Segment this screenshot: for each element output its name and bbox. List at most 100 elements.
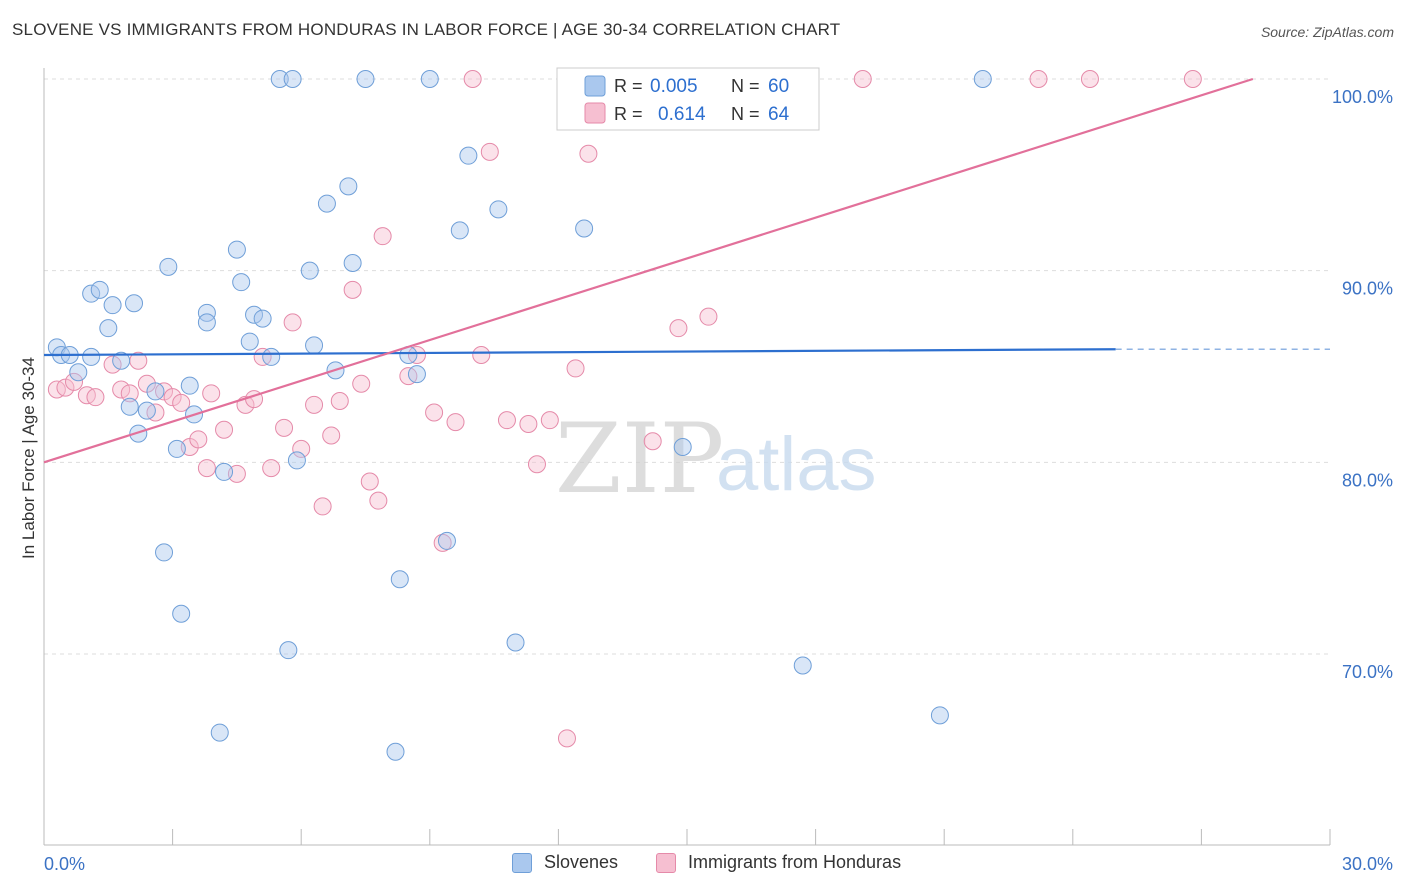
data-point-honduras [215, 420, 234, 439]
legend-r-label: R = [614, 104, 643, 124]
data-point-honduras [369, 491, 388, 510]
watermark-zip: ZIP [555, 403, 724, 515]
chart-title: SLOVENE VS IMMIGRANTS FROM HONDURAS IN L… [12, 20, 841, 39]
data-point-slovenes [210, 723, 229, 742]
data-point-honduras [643, 432, 662, 451]
data-point-slovenes [215, 462, 234, 481]
data-point-honduras [579, 144, 598, 163]
data-point-honduras [446, 413, 465, 432]
data-point-slovenes [489, 200, 508, 219]
data-point-slovenes [125, 294, 144, 313]
data-point-slovenes [339, 177, 358, 196]
data-point-slovenes [283, 70, 302, 88]
data-point-honduras [305, 395, 324, 414]
data-point-slovenes [146, 382, 165, 401]
data-point-honduras [463, 70, 482, 88]
data-point-slovenes [103, 296, 122, 315]
data-point-slovenes [227, 240, 246, 259]
data-point-slovenes [459, 146, 478, 165]
data-point-honduras [313, 497, 332, 516]
data-point-slovenes [506, 633, 525, 652]
data-point-honduras [1029, 70, 1048, 88]
grid-lines [44, 78, 1330, 655]
legend-item-honduras[interactable]: Immigrants from Honduras [656, 852, 901, 873]
legend-r-value: 0.614 [658, 104, 706, 125]
data-point-honduras [1183, 70, 1202, 88]
data-point-slovenes [172, 604, 191, 623]
legend-swatch-honduras [656, 852, 676, 873]
data-point-honduras [472, 346, 491, 364]
legend-n-label: N = [731, 104, 760, 124]
data-point-slovenes [287, 451, 306, 470]
data-point-honduras [120, 384, 139, 403]
data-point-honduras [699, 307, 718, 326]
data-point-slovenes [317, 194, 336, 213]
data-point-honduras [540, 411, 559, 430]
data-point-honduras [853, 70, 872, 88]
legend-label-slovenes: Slovenes [544, 852, 619, 872]
trend-lines [43, 77, 1330, 464]
data-point-honduras [197, 459, 216, 478]
y-tick-label: 90.0% [1342, 279, 1393, 299]
data-point-slovenes [270, 70, 289, 88]
data-point-honduras [527, 455, 546, 474]
x-tick-label: 30.0% [1342, 854, 1393, 874]
data-point-honduras [497, 411, 516, 430]
legend-n-value: 60 [768, 76, 789, 97]
data-point-honduras [172, 393, 191, 412]
series-honduras-points [47, 70, 1202, 748]
data-point-slovenes [300, 261, 319, 280]
legend-item-slovenes[interactable]: Slovenes [512, 852, 618, 873]
data-point-honduras [56, 378, 75, 397]
data-point-slovenes [82, 284, 101, 303]
legend-r-value: 0.005 [650, 76, 698, 97]
data-point-slovenes [69, 363, 88, 382]
data-point-slovenes [112, 351, 131, 370]
data-point-slovenes [305, 336, 324, 355]
data-point-slovenes [386, 742, 405, 761]
legend-label-honduras: Immigrants from Honduras [688, 852, 902, 872]
data-point-honduras [557, 729, 576, 748]
data-point-slovenes [155, 543, 174, 562]
data-point-slovenes [90, 280, 109, 299]
y-tick-label: 80.0% [1342, 470, 1393, 490]
data-point-slovenes [450, 221, 469, 240]
data-point-slovenes [167, 439, 186, 458]
data-point-slovenes [180, 376, 199, 395]
tick-labels: 70.0% 80.0% 90.0% 100.0% 0.0% 30.0% [44, 87, 1393, 874]
data-point-slovenes [120, 397, 139, 416]
data-point-slovenes [240, 332, 259, 351]
y-tick-label: 70.0% [1342, 662, 1393, 682]
data-point-honduras [343, 280, 362, 299]
trend-line-slovenes [43, 348, 1116, 357]
data-point-honduras [669, 319, 688, 338]
data-point-honduras [566, 359, 585, 378]
data-point-honduras [322, 426, 341, 445]
data-point-slovenes [197, 313, 216, 332]
data-point-slovenes [232, 273, 251, 292]
data-point-honduras [65, 372, 84, 391]
data-point-slovenes [673, 438, 692, 456]
data-point-slovenes [407, 365, 426, 384]
data-point-honduras [189, 430, 208, 449]
data-point-honduras [352, 374, 371, 393]
data-point-honduras [425, 403, 444, 422]
data-point-slovenes [793, 656, 812, 675]
data-point-slovenes [279, 641, 298, 660]
legend-n-value: 64 [768, 104, 790, 125]
data-point-slovenes [197, 303, 216, 322]
data-point-slovenes [930, 706, 949, 725]
data-point-honduras [275, 418, 294, 437]
data-point-slovenes [390, 570, 409, 589]
data-point-honduras [103, 355, 122, 374]
data-point-slovenes [137, 401, 156, 420]
data-point-slovenes [575, 219, 594, 238]
data-point-slovenes [129, 424, 148, 443]
data-point-slovenes [356, 70, 375, 88]
y-tick-label: 100.0% [1332, 87, 1393, 107]
legend-swatch-honduras [584, 102, 606, 124]
data-point-honduras [283, 313, 302, 332]
data-point-slovenes [343, 254, 362, 272]
stats-legend: R = 0.005 N = 60 R = 0.614 N = 64 [556, 67, 820, 131]
